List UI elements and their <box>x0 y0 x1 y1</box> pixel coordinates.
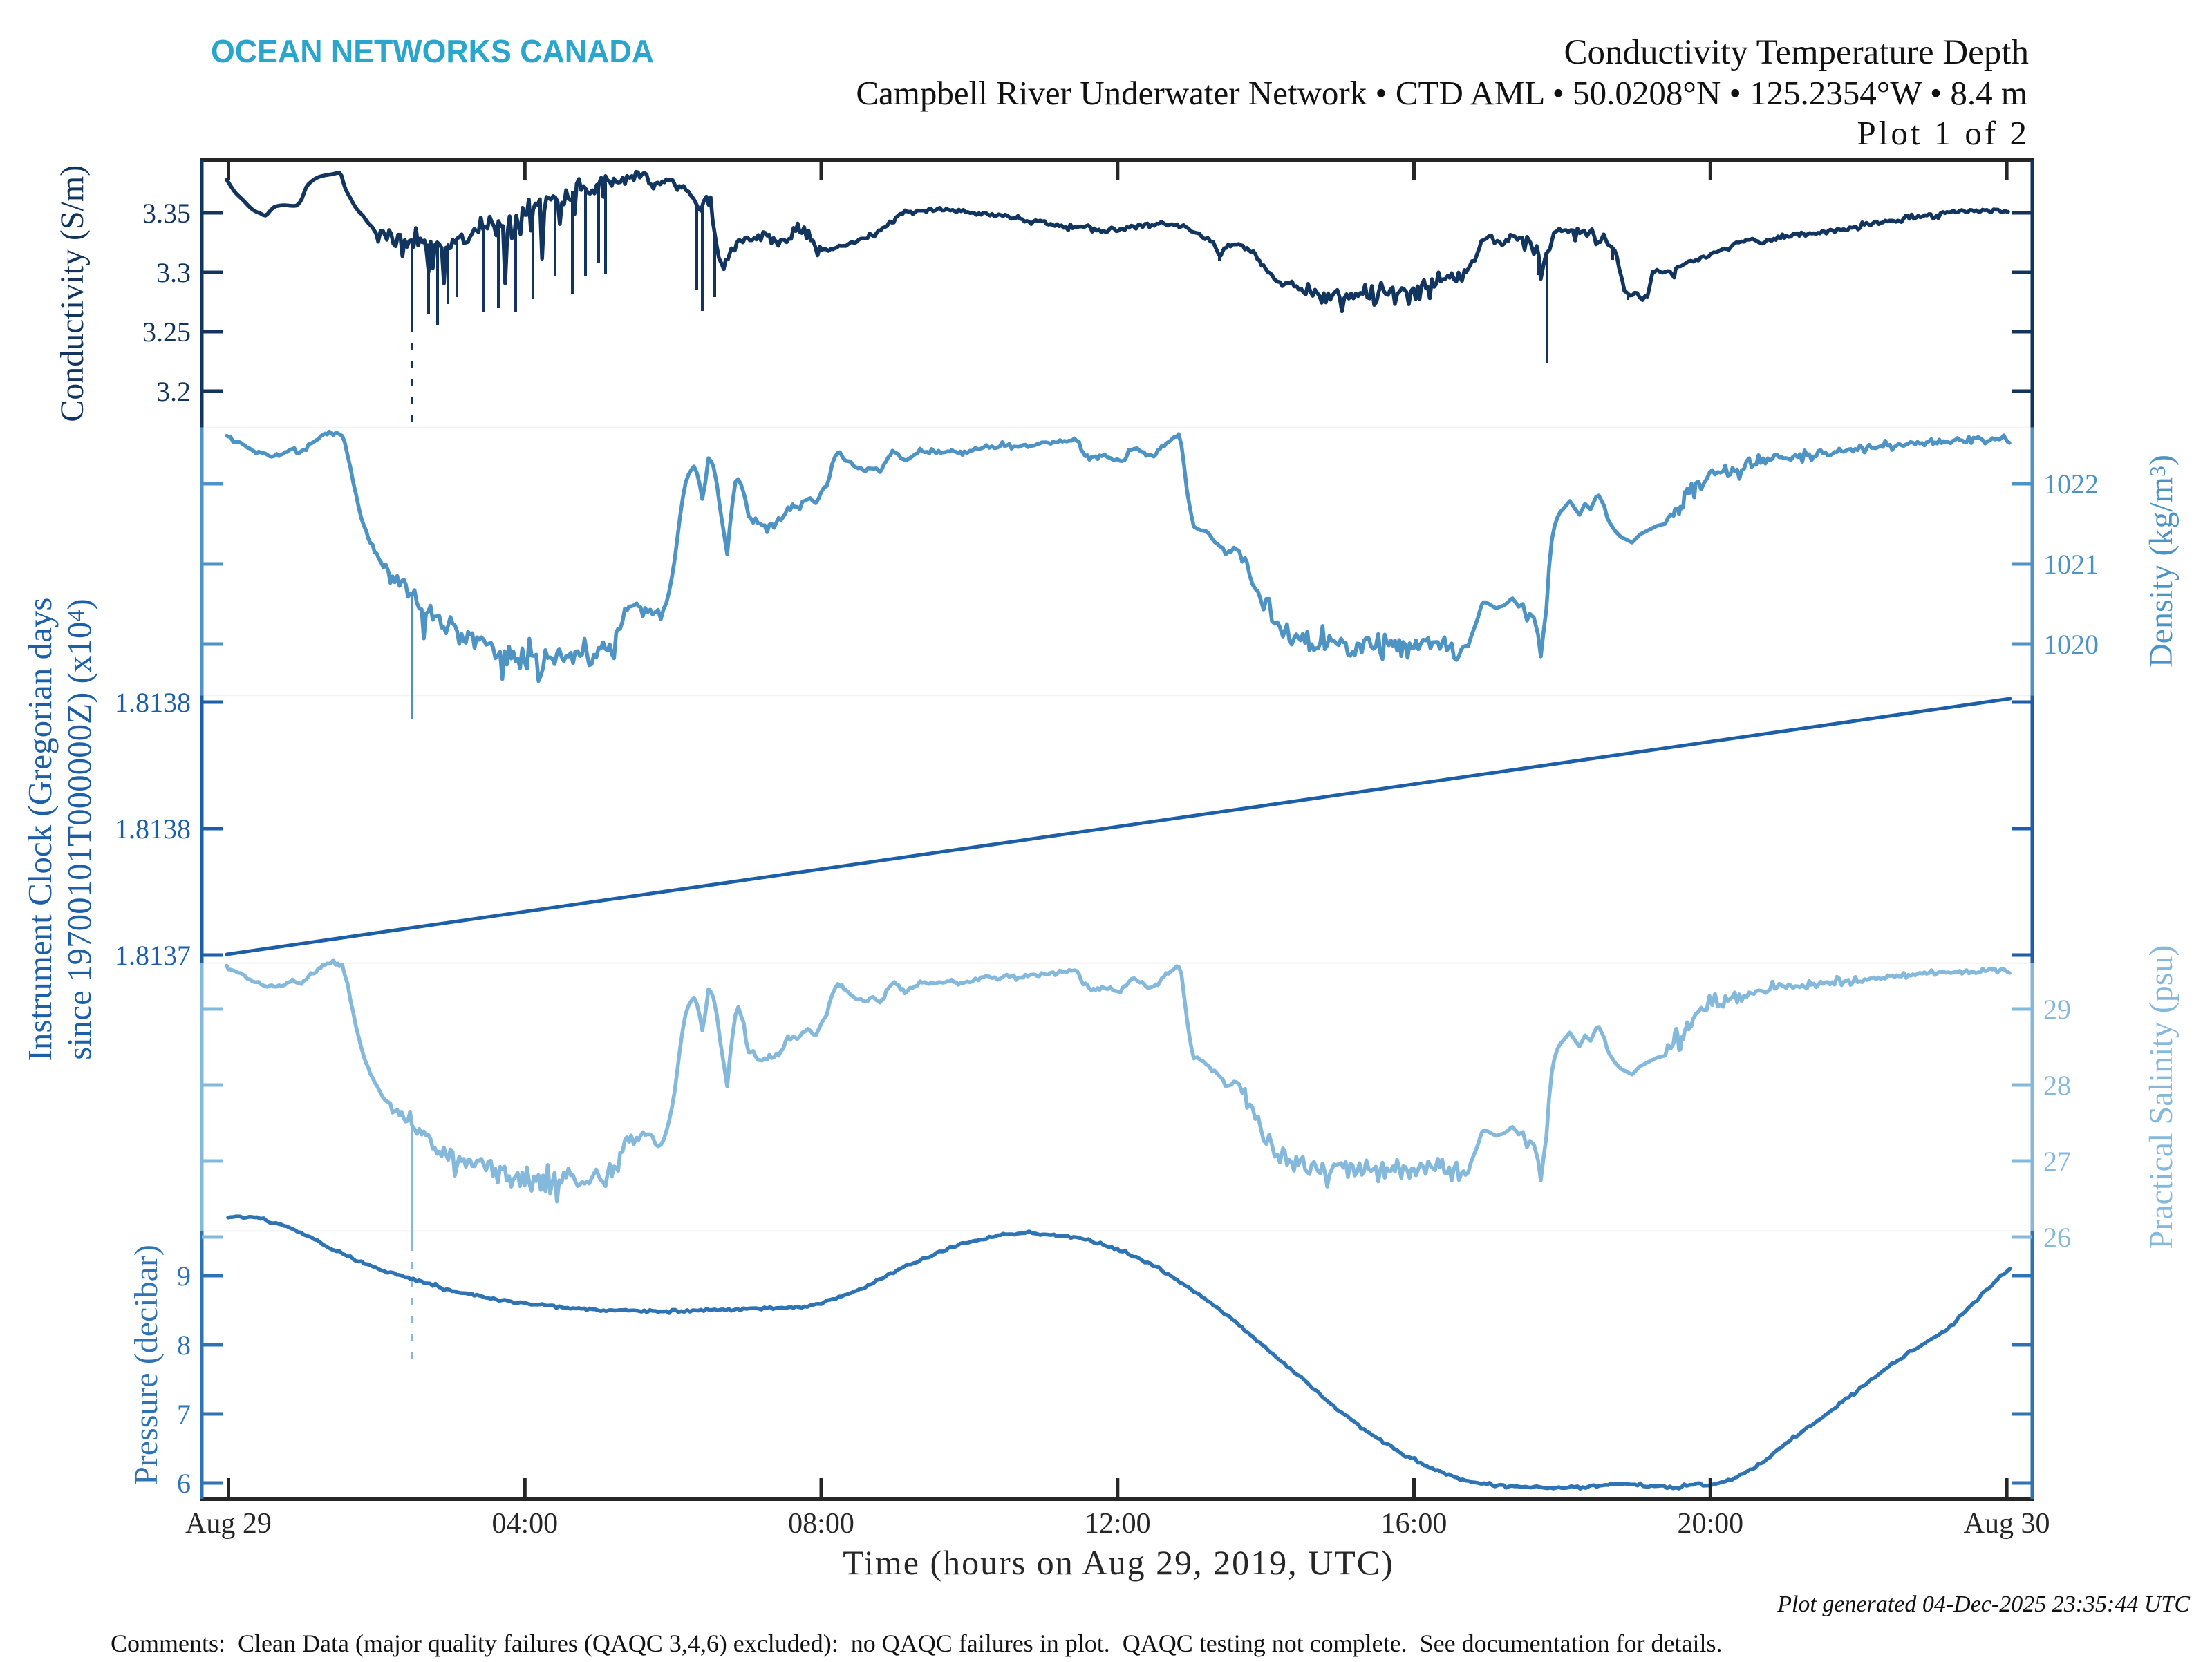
svg-text:since 19700101T000000Z) (x104): since 19700101T000000Z) (x104) <box>60 598 98 1060</box>
svg-text:6: 6 <box>177 1468 191 1499</box>
svg-text:28: 28 <box>2043 1070 2071 1101</box>
svg-text:Aug 30: Aug 30 <box>1964 1508 2050 1540</box>
svg-text:16:00: 16:00 <box>1381 1508 1447 1540</box>
svg-text:12:00: 12:00 <box>1085 1508 1151 1540</box>
svg-text:1.8138: 1.8138 <box>115 813 191 844</box>
svg-text:3.3: 3.3 <box>156 257 191 288</box>
svg-text:3.2: 3.2 <box>156 376 191 407</box>
svg-text:8: 8 <box>177 1330 191 1361</box>
svg-text:1020: 1020 <box>2043 629 2099 660</box>
svg-text:Plot 1 of 2: Plot 1 of 2 <box>1857 114 2030 152</box>
svg-text:Instrument Clock (Gregorian da: Instrument Clock (Gregorian days <box>21 598 59 1061</box>
svg-text:Practical Salinity (psu): Practical Salinity (psu) <box>2143 945 2180 1249</box>
svg-text:Time (hours on Aug 29, 2019, U: Time (hours on Aug 29, 2019, UTC) <box>843 1543 1394 1582</box>
svg-text:9: 9 <box>177 1260 191 1292</box>
svg-text:Pressure (decibar): Pressure (decibar) <box>128 1245 165 1485</box>
svg-text:1021: 1021 <box>2043 549 2099 580</box>
svg-text:1.8138: 1.8138 <box>115 687 191 718</box>
svg-text:1022: 1022 <box>2043 469 2099 500</box>
svg-text:Density (kg/m3): Density (kg/m3) <box>2143 455 2180 668</box>
svg-text:27: 27 <box>2043 1146 2071 1177</box>
svg-text:Campbell River Underwater Netw: Campbell River Underwater Network • CTD … <box>856 74 2027 112</box>
svg-text:1.8137: 1.8137 <box>115 940 191 971</box>
svg-text:26: 26 <box>2043 1222 2071 1253</box>
svg-text:Plot generated 04-Dec-2025 23:: Plot generated 04-Dec-2025 23:35:44 UTC <box>1777 1592 2190 1617</box>
svg-text:29: 29 <box>2043 994 2071 1025</box>
svg-text:OCEAN NETWORKS CANADA: OCEAN NETWORKS CANADA <box>211 33 654 69</box>
svg-text:3.25: 3.25 <box>142 317 191 348</box>
svg-text:3.35: 3.35 <box>142 198 191 229</box>
svg-text:08:00: 08:00 <box>788 1508 854 1540</box>
svg-text:Aug 29: Aug 29 <box>185 1508 272 1540</box>
svg-text:7: 7 <box>177 1399 191 1430</box>
svg-text:Conductivity (S/m): Conductivity (S/m) <box>54 165 91 422</box>
svg-text:Conductivity Temperature Depth: Conductivity Temperature Depth <box>1564 33 2030 72</box>
svg-text:20:00: 20:00 <box>1677 1508 1743 1540</box>
svg-text:Comments: Clean Data (major q: Comments: Clean Data (major quality fail… <box>111 1630 1723 1657</box>
svg-text:04:00: 04:00 <box>491 1508 558 1540</box>
